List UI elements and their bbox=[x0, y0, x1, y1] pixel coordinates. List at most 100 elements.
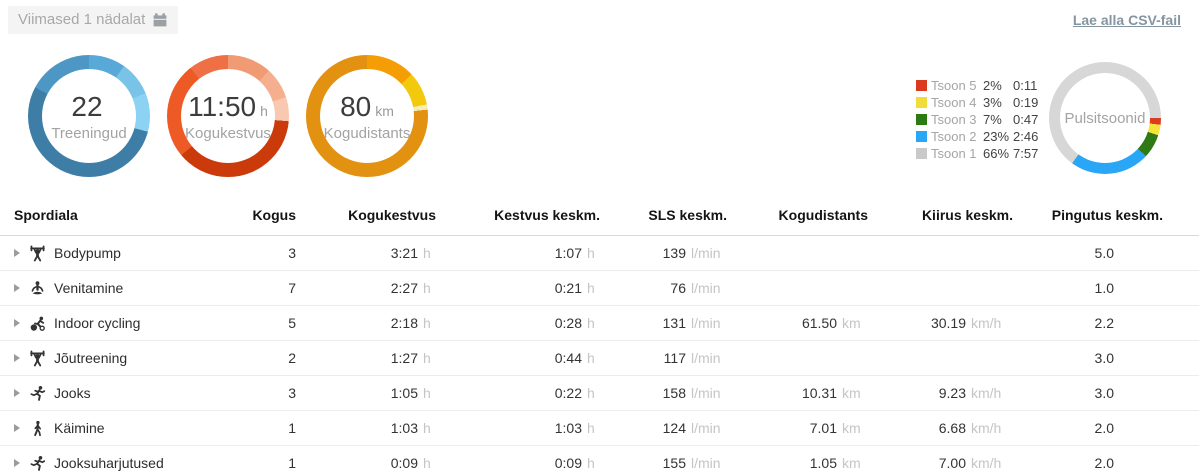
pulse-zones-donut-chart: Pulsitsoonid bbox=[1049, 62, 1161, 174]
avg-speed-unit: km/h bbox=[971, 420, 1002, 436]
table-row-kaimine[interactable]: Käimine 1 1:03 h 1:03 h 124 l/min 7.01 km 6.… bbox=[0, 410, 1199, 446]
total-duration-value: 1:03 bbox=[390, 420, 418, 436]
total-duration-unit: h bbox=[423, 245, 431, 261]
zone-5-percent: 2% bbox=[983, 78, 1002, 93]
zone-2-name: Tsoon 2 bbox=[931, 129, 977, 144]
avg-speed-unit: km/h bbox=[971, 315, 1002, 331]
zone-4-time: 0:19 bbox=[1013, 95, 1039, 110]
avg-duration-value: 0:22 bbox=[554, 385, 582, 401]
sport-name: Jooks bbox=[54, 385, 91, 401]
avg-duration-unit: h bbox=[587, 245, 595, 261]
calendar-icon bbox=[152, 12, 168, 28]
zone-5-time: 0:11 bbox=[1013, 78, 1038, 93]
avg-effort-value: 3.0 bbox=[1094, 385, 1114, 401]
avg-duration-unit: h bbox=[587, 315, 595, 331]
sport-name: Indoor cycling bbox=[54, 315, 141, 331]
zone-3-row: Tsoon 3 7% 0:47 bbox=[916, 111, 1038, 128]
running-icon bbox=[28, 384, 46, 402]
expand-row-icon[interactable] bbox=[14, 459, 20, 467]
zone-5-row: Tsoon 5 2% 0:11 bbox=[916, 77, 1038, 94]
trainings-count-value: 22 bbox=[71, 90, 103, 122]
count-value: 3 bbox=[288, 385, 296, 401]
zone-3-percent: 7% bbox=[983, 112, 1002, 127]
distance-donut-label: Kogudistants bbox=[323, 124, 411, 142]
expand-row-icon[interactable] bbox=[14, 354, 20, 362]
avg-duration-value: 0:44 bbox=[554, 350, 582, 366]
download-csv-link[interactable]: Lae alla CSV-fail bbox=[1072, 12, 1181, 28]
zone-1-name: Tsoon 1 bbox=[931, 146, 977, 161]
zone-1-swatch bbox=[916, 148, 927, 159]
zone-1-time: 7:57 bbox=[1013, 146, 1039, 161]
total-distance-unit: km bbox=[842, 385, 861, 401]
avg-duration-unit: h bbox=[587, 280, 595, 296]
table-row-bodypump[interactable]: Bodypump 3 3:21 h 1:07 h 139 l/min 5.0 bbox=[0, 235, 1199, 271]
zone-2-percent: 23% bbox=[983, 129, 1010, 144]
duration-unit: h bbox=[260, 102, 268, 119]
duration-donut-chart: 11:50 h Kogukestvus bbox=[167, 55, 289, 177]
total-duration-value: 1:27 bbox=[390, 350, 418, 366]
avg-duration-value: 0:28 bbox=[554, 315, 582, 331]
zone-4-row: Tsoon 4 3% 0:19 bbox=[916, 94, 1038, 111]
distance-value: 80 bbox=[340, 90, 372, 122]
avg-speed-value: 6.68 bbox=[938, 420, 966, 436]
zone-3-swatch bbox=[916, 114, 927, 125]
zone-2-time: 2:46 bbox=[1013, 129, 1039, 144]
sport-name: Jooksuharjutused bbox=[54, 455, 164, 471]
avg-effort-value: 2.2 bbox=[1094, 315, 1114, 331]
col-header-sport: Spordiala bbox=[0, 196, 240, 236]
avg-hr-unit: l/min bbox=[691, 245, 721, 261]
total-distance-value: 61.50 bbox=[801, 315, 837, 331]
table-row-jooksuharjutused[interactable]: Jooksuharjutused 1 0:09 h 0:09 h 155 l/min … bbox=[0, 445, 1199, 471]
pulse-zones-donut-center: Pulsitsoonid bbox=[1060, 73, 1150, 163]
sport-name: Bodypump bbox=[54, 245, 121, 261]
distance-donut-chart: 80 km Kogudistants bbox=[306, 55, 428, 177]
avg-duration-value: 0:09 bbox=[554, 455, 582, 471]
count-value: 2 bbox=[288, 350, 296, 366]
expand-row-icon[interactable] bbox=[14, 389, 20, 397]
table-row-jooks[interactable]: Jooks 3 1:05 h 0:22 h 158 l/min 10.31 km 9.2… bbox=[0, 375, 1199, 411]
running-icon bbox=[28, 454, 46, 471]
avg-hr-unit: l/min bbox=[691, 420, 721, 436]
table-row-indoor-cycling[interactable]: Indoor cycling 5 2:18 h 0:28 h 131 l/min 61… bbox=[0, 305, 1199, 341]
duration-value: 11:50 bbox=[188, 90, 257, 122]
avg-hr-unit: l/min bbox=[691, 315, 721, 331]
expand-row-icon[interactable] bbox=[14, 424, 20, 432]
avg-effort-value: 2.0 bbox=[1094, 420, 1114, 436]
total-distance-unit: km bbox=[842, 455, 861, 471]
col-header-count: Kogus bbox=[240, 196, 296, 236]
total-duration-value: 0:09 bbox=[390, 455, 418, 471]
avg-speed-value: 30.19 bbox=[930, 315, 966, 331]
expand-row-icon[interactable] bbox=[14, 249, 20, 257]
sport-name: Venitamine bbox=[54, 280, 124, 296]
count-value: 1 bbox=[288, 420, 296, 436]
zone-4-name: Tsoon 4 bbox=[931, 95, 977, 110]
avg-hr-unit: l/min bbox=[691, 385, 721, 401]
total-distance-unit: km bbox=[842, 315, 861, 331]
avg-effort-value: 5.0 bbox=[1094, 245, 1114, 261]
distance-donut-center: 80 km Kogudistants bbox=[320, 69, 414, 163]
distance-unit: km bbox=[375, 102, 394, 119]
expand-row-icon[interactable] bbox=[14, 319, 20, 327]
table-row-joutreening[interactable]: Jõutreening 2 1:27 h 0:44 h 117 l/min 3.0 bbox=[0, 340, 1199, 376]
expand-row-icon[interactable] bbox=[14, 284, 20, 292]
count-value: 3 bbox=[288, 245, 296, 261]
total-duration-unit: h bbox=[423, 385, 431, 401]
walking-icon bbox=[28, 419, 46, 437]
pulse-zones-donut-label: Pulsitsoonid bbox=[1064, 109, 1146, 127]
avg-hr-value: 139 bbox=[662, 245, 686, 261]
total-distance-value: 1.05 bbox=[809, 455, 837, 471]
table-row-venitamine[interactable]: Venitamine 7 2:27 h 0:21 h 76 l/min 1.0 bbox=[0, 270, 1199, 306]
heart-rate-zone-legend: Tsoon 5 2% 0:11 Tsoon 4 3% 0:19 Tsoon 3 … bbox=[916, 77, 1038, 162]
avg-speed-value: 7.00 bbox=[938, 455, 966, 471]
zone-5-name: Tsoon 5 bbox=[931, 78, 977, 93]
weightlifting-icon bbox=[28, 244, 46, 262]
avg-effort-value: 1.0 bbox=[1094, 280, 1114, 296]
total-duration-value: 3:21 bbox=[390, 245, 418, 261]
total-duration-value: 2:18 bbox=[390, 315, 418, 331]
zone-3-name: Tsoon 3 bbox=[931, 112, 977, 127]
sport-name: Jõutreening bbox=[54, 350, 128, 366]
avg-duration-value: 1:03 bbox=[554, 420, 582, 436]
zone-2-row: Tsoon 2 23% 2:46 bbox=[916, 128, 1038, 145]
period-selector[interactable]: Viimased 1 nädalat bbox=[8, 6, 179, 34]
